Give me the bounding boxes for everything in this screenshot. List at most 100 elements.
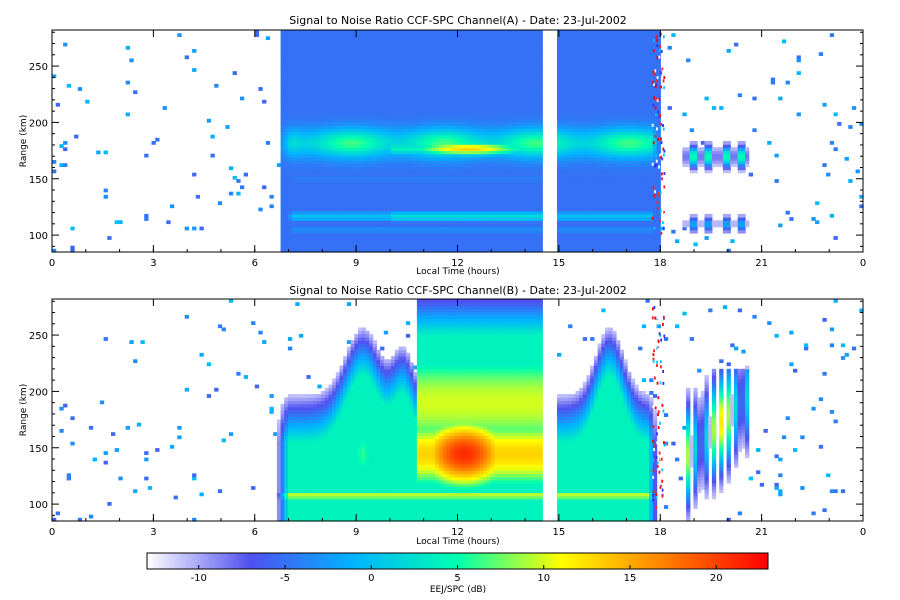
heatmap-cell xyxy=(310,83,315,88)
heatmap-cell xyxy=(199,226,204,231)
heatmap-cell xyxy=(409,188,414,193)
heatmap-cell xyxy=(284,125,289,129)
heatmap-cell xyxy=(346,217,352,221)
heatmap-cell xyxy=(354,188,359,193)
heatmap-cell xyxy=(306,42,311,47)
heatmap-cell xyxy=(317,83,322,88)
heatmap-cell xyxy=(295,131,300,136)
heatmap-cell xyxy=(369,68,374,72)
heatmap-cell xyxy=(435,248,440,253)
heatmap-cell xyxy=(446,245,451,250)
heatmap-cell xyxy=(269,194,274,199)
heatmap-cell xyxy=(302,175,307,180)
heatmap-cell xyxy=(428,182,433,186)
heatmap-cell xyxy=(302,102,307,107)
heatmap-cell xyxy=(420,36,425,41)
heatmap-cell xyxy=(310,30,315,34)
heatmap-cell xyxy=(461,217,466,221)
heatmap-cell xyxy=(464,36,470,41)
heatmap-cell xyxy=(310,210,315,215)
heatmap-cell xyxy=(317,99,322,104)
heatmap-cell xyxy=(402,42,407,47)
heatmap-cell xyxy=(335,106,341,110)
heatmap-cell xyxy=(416,204,422,209)
heatmap-cell xyxy=(295,236,300,240)
heatmap-cell xyxy=(358,42,363,47)
heatmap-cell xyxy=(287,233,293,237)
heatmap-cell xyxy=(361,182,366,186)
heatmap-cell xyxy=(372,122,377,126)
heatmap-cell xyxy=(376,163,381,167)
heatmap-cell xyxy=(402,213,407,218)
heatmap-cell xyxy=(416,109,422,114)
heatmap-cell xyxy=(332,188,337,193)
heatmap-cell xyxy=(284,99,289,104)
heatmap-cell xyxy=(416,83,422,88)
heatmap-cell xyxy=(291,242,296,247)
heatmap-cell xyxy=(391,128,396,133)
heatmap-cell xyxy=(380,49,385,53)
heatmap-cell xyxy=(324,160,330,164)
heatmap-cell xyxy=(302,30,307,34)
heatmap-cell xyxy=(287,239,293,244)
heatmap-cell xyxy=(313,112,318,117)
heatmap-cell xyxy=(354,179,359,183)
heatmap-cell xyxy=(424,61,429,66)
heatmap-cell xyxy=(461,226,466,231)
heatmap-cell xyxy=(310,213,315,218)
heatmap-cell xyxy=(310,42,315,47)
heatmap-cell xyxy=(376,45,381,50)
heatmap-cell xyxy=(490,245,495,250)
heatmap-cell xyxy=(468,194,473,199)
heatmap-cell xyxy=(335,33,341,37)
heatmap-cell xyxy=(431,153,436,158)
heatmap-cell xyxy=(446,175,451,180)
heatmap-cell xyxy=(317,153,322,158)
heatmap-cell xyxy=(372,156,377,161)
heatmap-cell xyxy=(343,223,348,228)
heatmap-cell xyxy=(461,36,466,41)
heatmap-cell xyxy=(295,137,300,142)
heatmap-cell xyxy=(287,226,293,231)
heatmap-cell xyxy=(409,71,414,75)
heatmap-cell xyxy=(409,236,414,240)
heatmap-cell xyxy=(483,242,488,247)
heatmap-cell xyxy=(310,153,315,158)
heatmap-cell xyxy=(365,229,370,234)
heatmap-cell xyxy=(332,201,337,206)
heatmap-cell xyxy=(324,74,330,79)
heatmap-cell xyxy=(409,213,414,218)
heatmap-cell xyxy=(317,169,322,174)
heatmap-cell xyxy=(464,112,470,117)
heatmap-cell xyxy=(435,83,440,88)
heatmap-cell xyxy=(376,55,381,60)
heatmap-cell xyxy=(431,122,436,126)
heatmap-cell xyxy=(405,68,411,72)
heatmap-cell xyxy=(313,172,318,177)
heatmap-cell xyxy=(380,204,385,209)
heatmap-cell xyxy=(372,64,377,69)
heatmap-cell xyxy=(306,141,311,145)
heatmap-cell xyxy=(284,109,289,114)
heatmap-cell xyxy=(472,55,477,60)
heatmap-cell xyxy=(376,172,381,177)
heatmap-cell xyxy=(405,236,411,240)
heatmap-cell xyxy=(328,194,333,199)
heatmap-cell xyxy=(391,185,396,190)
heatmap-cell xyxy=(464,99,470,104)
panel-a-plot xyxy=(52,30,864,253)
heatmap-cell xyxy=(475,229,481,234)
heatmap-cell xyxy=(468,188,473,193)
heatmap-cell xyxy=(365,210,370,215)
heatmap-cell xyxy=(299,55,304,60)
heatmap-cell xyxy=(428,144,433,148)
heatmap-cell xyxy=(468,220,473,225)
heatmap-cell xyxy=(350,156,355,161)
heatmap-cell xyxy=(450,58,455,63)
heatmap-cell xyxy=(354,153,359,158)
heatmap-cell xyxy=(398,30,403,34)
heatmap-cell xyxy=(398,61,403,66)
heatmap-cell xyxy=(387,204,392,209)
heatmap-cell xyxy=(369,118,374,123)
heatmap-cell xyxy=(376,242,381,247)
